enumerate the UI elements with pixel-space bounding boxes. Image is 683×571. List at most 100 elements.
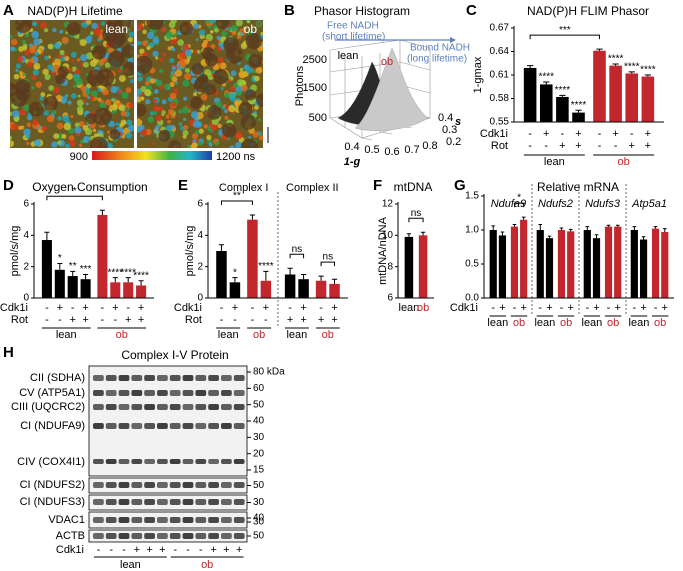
band xyxy=(131,390,143,396)
texture xyxy=(219,62,227,70)
row-mark: - xyxy=(544,140,548,152)
texture xyxy=(57,116,63,121)
band xyxy=(169,499,181,505)
tick-label: 0.4 xyxy=(438,112,453,124)
texture xyxy=(68,139,76,147)
texture xyxy=(121,91,129,99)
tick-label: 2500 xyxy=(303,54,327,66)
texture xyxy=(118,89,122,94)
texture xyxy=(214,140,220,146)
texture xyxy=(98,34,104,41)
image xyxy=(10,20,134,148)
texture xyxy=(238,70,246,78)
band xyxy=(169,533,181,539)
error-bar xyxy=(287,267,293,275)
band xyxy=(93,423,104,429)
band xyxy=(157,375,168,381)
texture xyxy=(31,86,35,90)
bar xyxy=(229,282,241,298)
texture xyxy=(15,68,19,72)
band xyxy=(221,482,232,488)
texture xyxy=(167,46,172,51)
texture xyxy=(162,52,167,57)
panel-letter: F xyxy=(373,177,382,194)
texture xyxy=(105,99,112,106)
error-bar xyxy=(538,224,543,230)
texture xyxy=(169,92,177,100)
y-axis-label: mtDNA/nDNA xyxy=(377,216,389,285)
texture xyxy=(34,51,40,56)
band xyxy=(93,459,104,464)
band xyxy=(233,517,245,523)
texture xyxy=(126,119,133,126)
texture xyxy=(74,122,80,128)
y-tick-label: 0.5 xyxy=(465,259,479,270)
row-mark: - xyxy=(101,302,105,314)
texture xyxy=(82,61,89,68)
band xyxy=(105,423,117,429)
texture xyxy=(73,76,80,83)
group-label: ob xyxy=(201,559,213,571)
row-mark: + xyxy=(615,302,621,314)
cell xyxy=(121,44,134,59)
band xyxy=(144,499,155,505)
lane-mark: - xyxy=(199,544,203,556)
error-bar xyxy=(596,48,603,51)
marker-label: 20 xyxy=(253,448,265,459)
band xyxy=(233,390,245,396)
texture xyxy=(144,99,151,105)
error-bar xyxy=(263,270,269,281)
bar xyxy=(556,96,569,122)
texture xyxy=(153,111,158,116)
error-bar xyxy=(632,226,637,230)
texture xyxy=(69,67,73,72)
texture xyxy=(127,37,134,43)
bar xyxy=(539,84,553,122)
panel-letter: G xyxy=(454,177,466,194)
texture xyxy=(80,54,88,62)
bar xyxy=(247,219,258,298)
cell xyxy=(10,82,18,97)
texture xyxy=(211,118,219,126)
texture xyxy=(146,45,151,51)
colorbar-label: 900 xyxy=(70,151,88,163)
row-mark: - xyxy=(220,302,224,314)
cell xyxy=(85,113,97,125)
cell xyxy=(28,101,44,117)
texture xyxy=(174,81,178,85)
texture xyxy=(119,123,124,128)
texture xyxy=(228,92,236,100)
texture xyxy=(44,73,51,81)
texture xyxy=(58,54,63,59)
texture xyxy=(184,49,193,57)
row-mark: + xyxy=(287,314,293,326)
texture xyxy=(258,118,261,121)
tick-label: 0.3 xyxy=(442,124,457,136)
marker-label: 30 xyxy=(253,497,265,508)
band xyxy=(105,482,117,488)
cell xyxy=(146,20,164,31)
lane-mark: + xyxy=(223,544,229,556)
row-mark: - xyxy=(528,140,532,152)
band xyxy=(182,404,194,410)
texture xyxy=(67,100,72,105)
texture xyxy=(197,140,203,146)
texture xyxy=(195,38,199,41)
texture xyxy=(104,62,111,68)
texture xyxy=(254,75,260,82)
bar xyxy=(557,230,566,298)
row-mark: - xyxy=(233,314,237,326)
group-label: lean xyxy=(582,317,603,329)
texture xyxy=(239,67,244,72)
band xyxy=(105,533,117,539)
bar xyxy=(641,76,655,122)
texture xyxy=(215,101,223,108)
texture xyxy=(84,110,89,115)
texture xyxy=(12,110,20,118)
texture xyxy=(144,89,152,97)
texture xyxy=(193,22,200,29)
row-mark: + xyxy=(612,128,618,140)
group-title: Complex I xyxy=(219,182,269,194)
band xyxy=(131,423,143,429)
significance: **** xyxy=(120,267,136,278)
